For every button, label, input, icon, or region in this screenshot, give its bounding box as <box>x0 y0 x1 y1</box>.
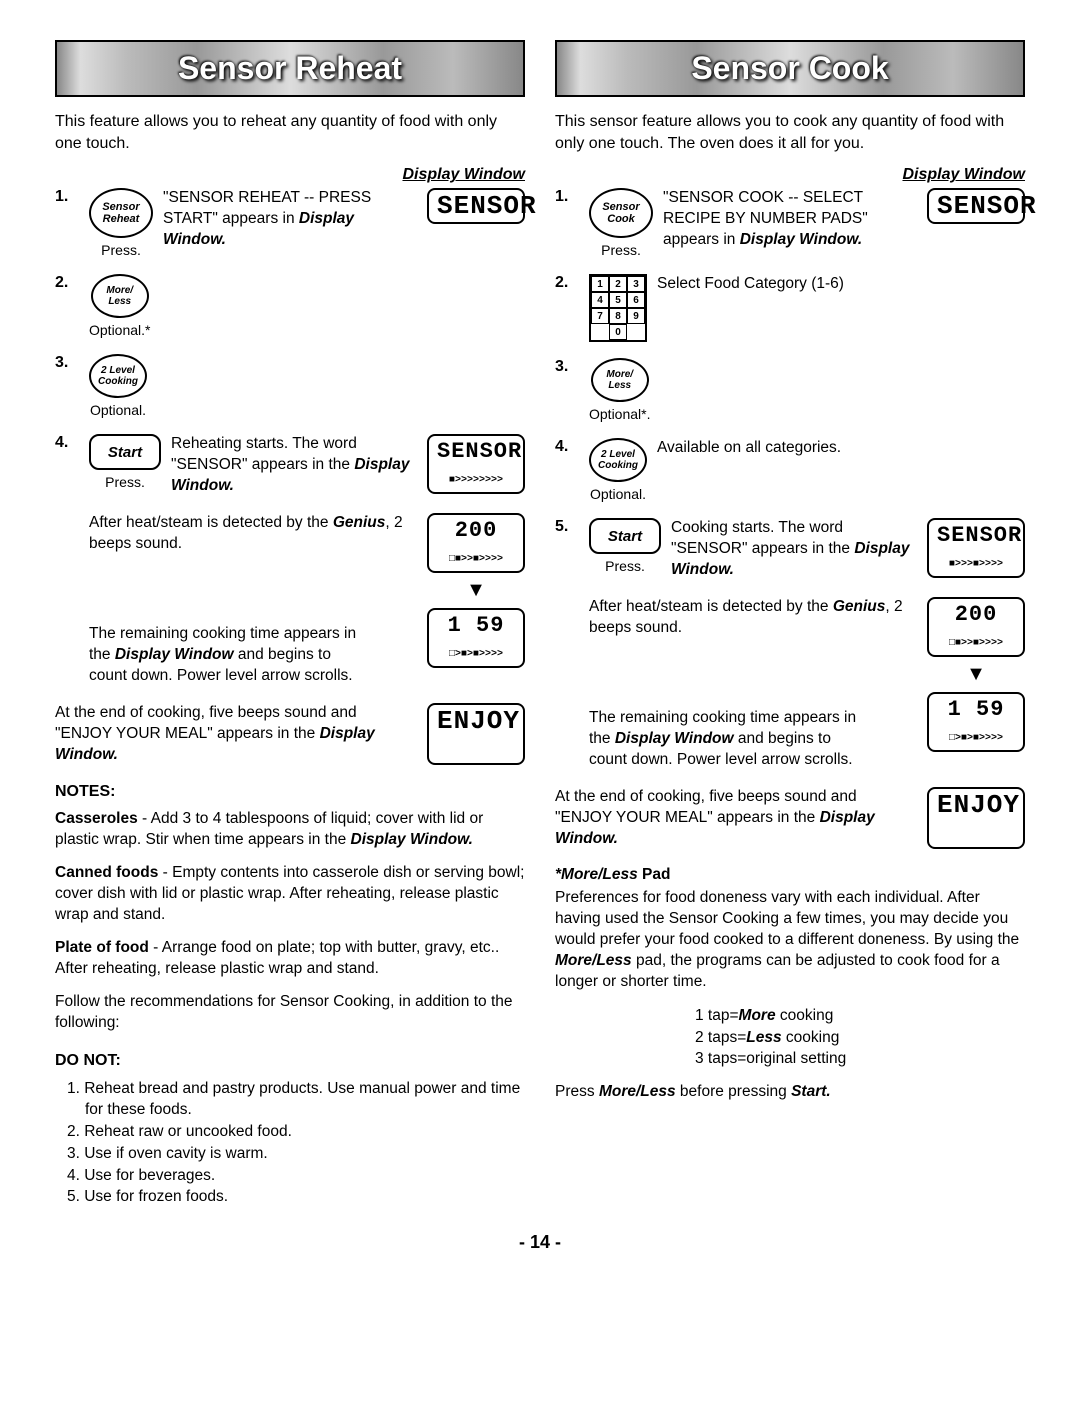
step-5: 5. Start Press. Cooking starts. The word… <box>555 518 1025 581</box>
moreless-heading: *More/Less Pad <box>555 865 1025 886</box>
right-column: Sensor Cook This sensor feature allows y… <box>555 40 1025 1208</box>
note-canned: Canned foods - Empty contents into casse… <box>55 863 525 926</box>
tap-list: 1 tap=More cooking 2 taps=Less cooking 3… <box>695 1005 1025 1070</box>
intro-text: This sensor feature allows you to cook a… <box>555 111 1025 154</box>
display: SENSOR <box>927 188 1025 224</box>
step-1: 1. Sensor Reheat Press. "SENSOR REHEAT -… <box>55 188 525 258</box>
list-item: 5. Use for frozen foods. <box>67 1186 525 1208</box>
left-column: Sensor Reheat This feature allows you to… <box>55 40 525 1208</box>
arrow-down-icon: ▼ <box>966 663 986 686</box>
display: 1 59 □>■>■>>>> <box>927 692 1025 752</box>
moreless-para: Preferences for food doneness vary with … <box>555 888 1025 993</box>
step-3: 3. 2 Level Cooking Optional. <box>55 354 525 418</box>
sensor-reheat-banner: Sensor Reheat <box>55 40 525 97</box>
button-group: Sensor Reheat Press. <box>89 188 153 258</box>
notes-heading: NOTES: <box>55 783 525 801</box>
step-4: 4. Start Press. Reheating starts. The wo… <box>55 434 525 497</box>
list-item: 2 taps=Less cooking <box>695 1027 1025 1049</box>
intro-text: This feature allows you to reheat any qu… <box>55 111 525 154</box>
end-cooking: At the end of cooking, five beeps sound … <box>555 787 1025 850</box>
banner-title: Sensor Reheat <box>57 50 523 87</box>
donot-heading: DO NOT: <box>55 1052 525 1070</box>
button-caption: Press. <box>101 242 141 258</box>
display: SENSOR ■>>>>>>>> <box>427 434 525 494</box>
display: ENJOY <box>427 703 525 766</box>
2level-cooking-button: 2 Level Cooking <box>589 438 647 482</box>
followup: Follow the recommendations for Sensor Co… <box>55 992 525 1034</box>
start-button: Start <box>589 518 661 554</box>
more-less-button: More/ Less <box>591 358 649 402</box>
display: ENJOY <box>927 787 1025 850</box>
list-item: 2. Reheat raw or uncooked food. <box>67 1121 525 1143</box>
more-less-button: More/ Less <box>91 274 149 318</box>
end-cooking: At the end of cooking, five beeps sound … <box>55 703 525 766</box>
display: SENSOR <box>427 188 525 224</box>
note-casseroles: Casseroles - Add 3 to 4 tablespoons of l… <box>55 809 525 851</box>
list-item: 4. Use for beverages. <box>67 1165 525 1187</box>
2level-cooking-button: 2 Level Cooking <box>89 354 147 398</box>
donot-list: 1. Reheat bread and pastry products. Use… <box>67 1078 525 1208</box>
sensor-cook-button: Sensor Cook <box>589 188 653 238</box>
press-final: Press More/Less before pressing Start. <box>555 1082 1025 1103</box>
step-2: 2. 123 456 789 0 Select Food Category (1… <box>555 274 1025 342</box>
display: 200 □■>>■>>>> <box>427 513 525 573</box>
display: 1 59 □>■>■>>>> <box>427 608 525 668</box>
step-2: 2. More/ Less Optional.* <box>55 274 525 338</box>
display-window-label: Display Window <box>555 166 1025 184</box>
step-4: 4. 2 Level Cooking Optional. Available o… <box>555 438 1025 502</box>
keypad-icon: 123 456 789 0 <box>589 274 647 342</box>
list-item: 1 tap=More cooking <box>695 1005 1025 1027</box>
display-window-label: Display Window <box>55 166 525 184</box>
page-number: - 14 - <box>55 1232 1025 1253</box>
sensor-cook-banner: Sensor Cook <box>555 40 1025 97</box>
step-1: 1. Sensor Cook Press. "SENSOR COOK -- SE… <box>555 188 1025 258</box>
list-item: 1. Reheat bread and pastry products. Use… <box>67 1078 525 1121</box>
step-3: 3. More/ Less Optional*. <box>555 358 1025 422</box>
step-text: "SENSOR REHEAT -- PRESS START" appears i… <box>163 188 417 251</box>
start-button: Start <box>89 434 161 470</box>
banner-title: Sensor Cook <box>557 50 1023 87</box>
note-plate: Plate of food - Arrange food on plate; t… <box>55 938 525 980</box>
display: SENSOR ■>>>■>>>> <box>927 518 1025 578</box>
arrow-down-icon: ▼ <box>466 579 486 602</box>
list-item: 3 taps=original setting <box>695 1048 1025 1070</box>
step-num: 1. <box>55 188 79 206</box>
sensor-reheat-button: Sensor Reheat <box>89 188 153 238</box>
display: 200 □■>>■>>>> <box>927 597 1025 657</box>
list-item: 3. Use if oven cavity is warm. <box>67 1143 525 1165</box>
